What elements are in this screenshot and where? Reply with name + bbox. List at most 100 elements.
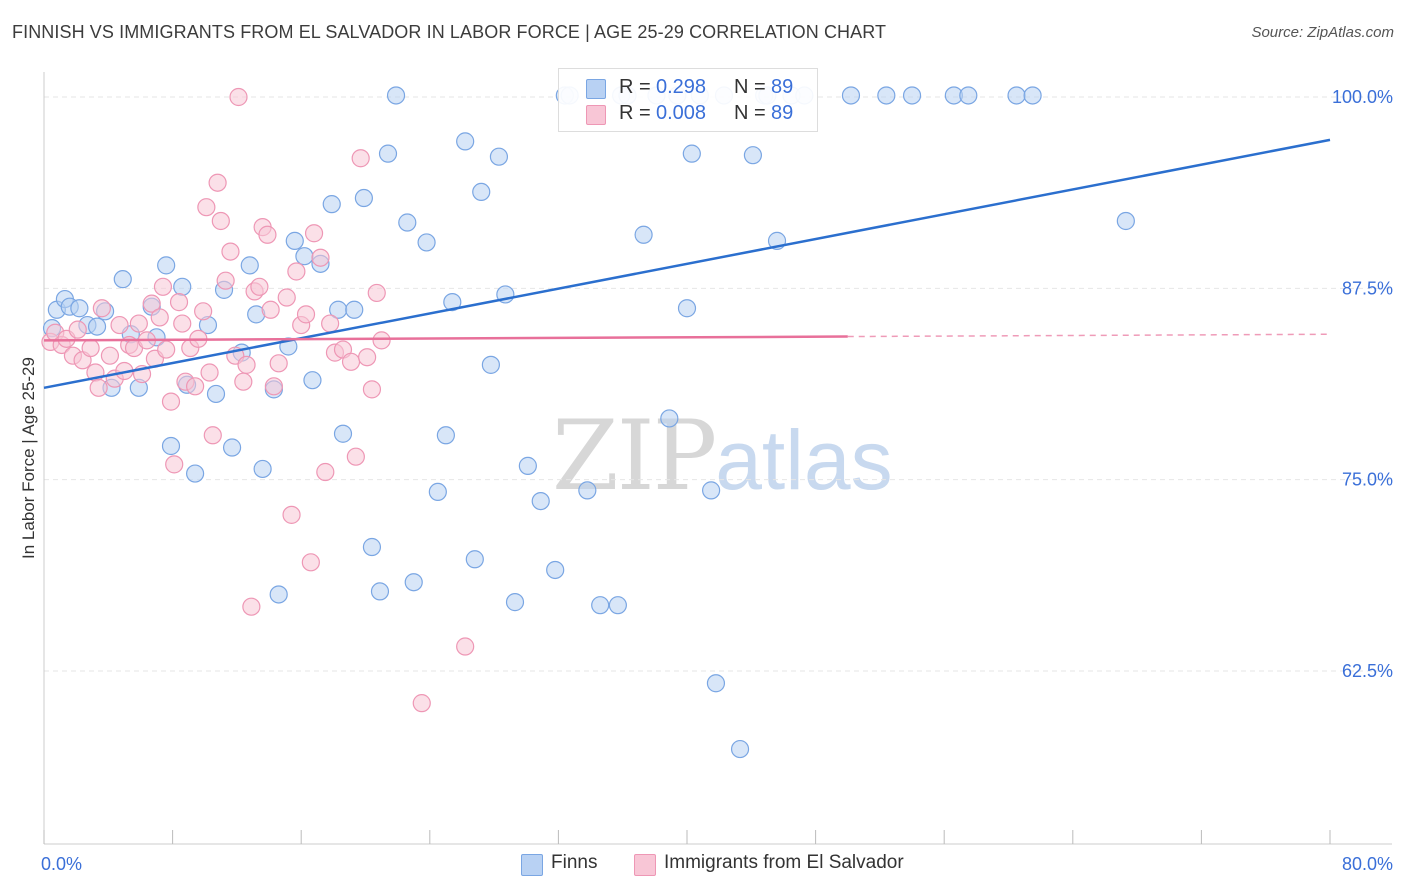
finns-point bbox=[386, 86, 406, 105]
finns-trend-line bbox=[43, 138, 1331, 390]
salvador-point bbox=[153, 277, 173, 296]
salvador-point bbox=[242, 597, 261, 616]
salvador-point bbox=[301, 553, 320, 572]
salvador-point bbox=[250, 277, 269, 296]
finns-point bbox=[186, 464, 205, 483]
salvador-point bbox=[341, 352, 361, 371]
finns-point bbox=[253, 459, 272, 479]
salvador-point bbox=[456, 637, 475, 656]
finns-point bbox=[1023, 86, 1042, 105]
finns-point bbox=[481, 355, 500, 374]
salvador-point bbox=[261, 300, 280, 319]
salvador-legend-label: Immigrants from El Salvador bbox=[664, 852, 904, 873]
salvador-point bbox=[362, 380, 382, 399]
finns-point bbox=[682, 144, 701, 163]
salvador-point bbox=[221, 242, 240, 261]
y-tick-label: 100.0% bbox=[1332, 87, 1393, 107]
salvador-point bbox=[129, 314, 148, 333]
salvador-point bbox=[234, 372, 253, 391]
finns-point bbox=[959, 86, 978, 105]
finns-point bbox=[472, 182, 491, 202]
finns-point bbox=[370, 582, 390, 601]
finns-point bbox=[505, 593, 525, 612]
finns-point bbox=[362, 537, 382, 557]
y-tick-label: 62.5% bbox=[1342, 661, 1393, 681]
finns-point bbox=[345, 300, 364, 319]
salvador-point bbox=[68, 320, 87, 339]
finns-point bbox=[173, 277, 192, 296]
finns-point bbox=[87, 317, 107, 336]
finns-point bbox=[240, 256, 259, 275]
finns-point bbox=[730, 739, 750, 759]
salvador-point bbox=[264, 377, 283, 396]
finns-point bbox=[677, 299, 697, 318]
salvador-point bbox=[186, 377, 205, 396]
salvador-point bbox=[304, 224, 324, 243]
finns-point bbox=[531, 491, 550, 511]
finns-point bbox=[404, 573, 423, 592]
finns-point bbox=[157, 256, 176, 275]
r-value: 0.008 bbox=[656, 102, 707, 124]
salvador-point bbox=[197, 198, 216, 217]
finns-point bbox=[354, 188, 373, 208]
watermark-atlas: atlas bbox=[715, 413, 893, 507]
finns-point bbox=[634, 225, 653, 244]
finns-point bbox=[428, 482, 447, 502]
salvador-point bbox=[351, 149, 370, 168]
finns-point bbox=[489, 147, 509, 166]
salvador-point bbox=[157, 340, 176, 359]
r-value: 0.298 bbox=[656, 76, 707, 98]
salvador-point bbox=[229, 87, 248, 107]
salvador-point bbox=[203, 426, 222, 445]
finns-point bbox=[70, 299, 89, 318]
salvador-point bbox=[100, 346, 120, 365]
finns-point bbox=[161, 436, 181, 456]
finns-point bbox=[456, 132, 475, 151]
salvador-point bbox=[269, 354, 288, 373]
finns-point bbox=[608, 596, 627, 615]
finns-point bbox=[295, 247, 314, 266]
finns-point bbox=[1116, 211, 1135, 231]
finns-point bbox=[518, 456, 537, 475]
salvador-trend-line bbox=[43, 335, 848, 342]
n-value: 89 bbox=[771, 102, 794, 124]
salvador-point bbox=[200, 363, 219, 382]
salvador-point bbox=[316, 462, 335, 482]
salvador-point bbox=[110, 315, 129, 335]
salvador-point bbox=[287, 262, 306, 281]
salvador-point bbox=[92, 299, 111, 318]
r-label: R = bbox=[619, 76, 651, 98]
salvador-point bbox=[311, 248, 330, 267]
finns-point bbox=[417, 233, 436, 252]
salvador-point bbox=[358, 348, 377, 367]
salvador-point bbox=[89, 378, 108, 397]
salvador-point bbox=[321, 314, 340, 333]
finns-point bbox=[333, 424, 353, 443]
finns-legend-swatch bbox=[521, 854, 543, 876]
salvador-point bbox=[194, 302, 213, 321]
n-value: 89 bbox=[771, 76, 794, 98]
salvador-point bbox=[208, 173, 227, 192]
salvador-point bbox=[258, 225, 277, 244]
stats-legend: R = 0.298 N = 89 R = 0.008 N = 89 bbox=[558, 68, 818, 132]
finns-point bbox=[322, 195, 341, 214]
y-axis-label: In Labor Force | Age 25-29 bbox=[19, 357, 38, 559]
n-label: N = bbox=[734, 76, 766, 98]
salvador-point bbox=[367, 283, 386, 303]
salvador-point bbox=[216, 271, 235, 290]
finns-point bbox=[591, 596, 610, 615]
r-label: R = bbox=[619, 102, 651, 124]
finns-point bbox=[578, 481, 597, 500]
finns-point bbox=[436, 426, 455, 445]
finns-point bbox=[877, 86, 896, 105]
salvador-point bbox=[161, 392, 181, 411]
finns-point bbox=[743, 146, 763, 165]
chart-title: FINNISH VS IMMIGRANTS FROM EL SALVADOR I… bbox=[12, 22, 887, 42]
finns-point bbox=[1007, 86, 1026, 105]
salvador-point bbox=[296, 305, 316, 324]
finns-point bbox=[465, 550, 484, 569]
salvador-point bbox=[165, 455, 184, 474]
salvador-point bbox=[372, 331, 391, 350]
finns-point bbox=[546, 560, 565, 580]
